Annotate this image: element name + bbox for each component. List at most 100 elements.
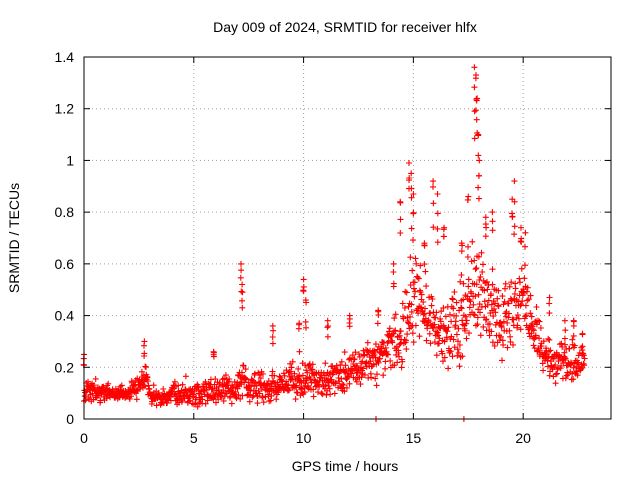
peak-point: [440, 233, 447, 240]
peak-point: [269, 334, 276, 340]
peak-point: [476, 157, 483, 164]
data-point: [455, 349, 462, 356]
data-point: [256, 390, 263, 397]
data-point: [105, 380, 112, 387]
data-point: [477, 332, 484, 339]
data-point: [427, 340, 434, 347]
data-point: [470, 311, 477, 318]
data-point: [361, 371, 368, 378]
data-point: [382, 365, 389, 372]
data-point: [523, 312, 530, 319]
data-point: [400, 315, 407, 322]
data-point: [494, 295, 501, 302]
data-point: [524, 288, 530, 295]
data-point: [391, 315, 398, 322]
data-point: [292, 396, 299, 403]
peak-point: [570, 332, 577, 339]
data-point: [452, 318, 459, 325]
data-point: [349, 352, 356, 359]
peak-point: [459, 242, 466, 249]
data-point: [268, 392, 275, 399]
data-point: [138, 368, 145, 375]
data-point: [356, 353, 363, 360]
data-point: [500, 318, 507, 325]
data-point: [248, 382, 255, 389]
data-point: [215, 383, 222, 390]
peak-point: [410, 191, 417, 197]
data-point: [522, 313, 529, 320]
peak-point: [406, 175, 413, 181]
data-point: [343, 384, 350, 391]
data-point: [338, 375, 345, 382]
data-point: [251, 370, 258, 377]
data-point: [411, 293, 418, 300]
data-point: [374, 371, 380, 378]
y-tick-label: 0.8: [55, 204, 75, 220]
peak-point: [458, 272, 465, 278]
data-point: [179, 381, 186, 388]
peak-point: [141, 350, 148, 357]
data-point: [514, 312, 521, 318]
data-point: [399, 300, 406, 307]
data-point: [273, 396, 280, 403]
data-point: [160, 386, 167, 392]
x-tick-label: 10: [296, 430, 312, 446]
data-point: [365, 349, 372, 356]
peak-point: [472, 75, 479, 82]
peak-point: [239, 297, 245, 304]
peak-point: [475, 132, 482, 139]
data-point: [467, 298, 474, 305]
data-point: [322, 360, 329, 367]
data-point: [421, 310, 428, 317]
data-point: [150, 382, 157, 389]
data-point: [337, 367, 344, 374]
data-point: [431, 321, 438, 328]
data-point: [267, 397, 274, 404]
data-point: [411, 279, 418, 286]
peak-point: [434, 239, 441, 246]
data-point: [449, 295, 456, 302]
data-point: [351, 356, 358, 363]
data-point: [380, 372, 387, 379]
data-point: [142, 363, 149, 370]
data-point: [269, 368, 276, 375]
data-point: [479, 269, 486, 275]
peak-point: [302, 318, 309, 325]
data-point: [218, 393, 225, 400]
data-point: [499, 357, 505, 364]
data-point: [353, 378, 360, 385]
data-point: [368, 374, 375, 381]
data-point: [204, 397, 211, 404]
data-point: [540, 338, 547, 345]
data-point: [306, 362, 313, 369]
peak-point: [390, 269, 397, 275]
peak-point: [482, 233, 489, 240]
peak-point: [430, 183, 436, 190]
data-point: [533, 304, 540, 310]
data-point: [341, 349, 348, 356]
x-tick-label: 15: [406, 430, 422, 446]
data-point: [512, 285, 519, 292]
data-point: [439, 350, 446, 357]
peak-point: [390, 260, 397, 267]
data-point: [438, 308, 445, 315]
peak-point: [522, 262, 528, 269]
peak-point: [546, 300, 553, 307]
peak-point: [579, 347, 586, 353]
data-point: [346, 355, 353, 362]
peak-point: [324, 317, 331, 324]
data-point: [182, 373, 189, 380]
data-point: [459, 353, 466, 360]
data-points: [80, 64, 588, 422]
data-point: [422, 268, 429, 275]
data-point: [293, 389, 300, 396]
data-point: [547, 347, 554, 354]
data-point: [403, 346, 410, 353]
data-point: [451, 289, 458, 295]
data-point: [527, 292, 534, 299]
data-point: [171, 378, 178, 385]
peak-point: [546, 310, 553, 317]
data-point: [298, 386, 305, 393]
data-point: [287, 368, 294, 375]
